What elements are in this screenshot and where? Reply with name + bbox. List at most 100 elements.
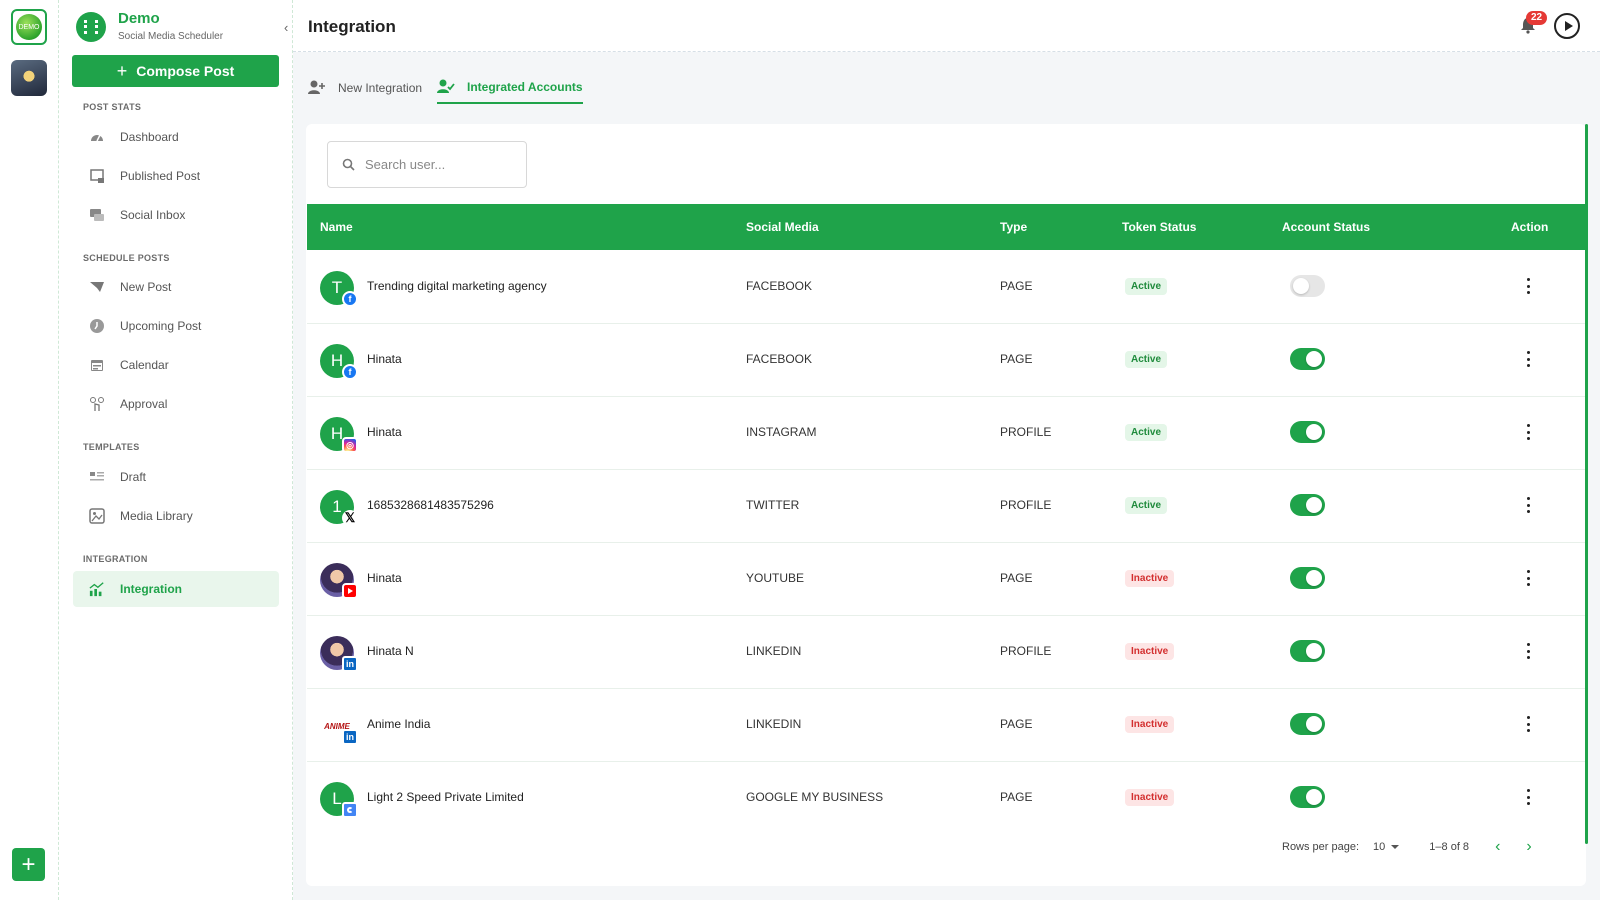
send-icon — [89, 279, 105, 295]
sidebar-item-published-post[interactable]: Published Post — [73, 158, 279, 194]
account-name: Hinata N — [367, 644, 414, 658]
column-account-status[interactable]: Account Status — [1282, 220, 1371, 234]
rows-per-page-label: Rows per page: — [1282, 841, 1360, 853]
tab-new-integration[interactable]: New Integration — [308, 72, 422, 104]
add-user-icon — [308, 79, 326, 97]
column-type[interactable]: Type — [1000, 220, 1028, 234]
sidebar-item-dashboard[interactable]: Dashboard — [73, 119, 279, 155]
collapse-sidebar-icon[interactable]: ‹ — [284, 20, 289, 35]
sidebar-item-label: Upcoming Post — [120, 319, 202, 333]
account-status-toggle[interactable] — [1290, 494, 1325, 516]
pagination: Rows per page: 10 1–8 of 8 ‹ › — [1282, 838, 1532, 856]
workspace-anime-avatar[interactable] — [11, 60, 47, 96]
brand-title: Demo — [118, 10, 160, 27]
more-actions-icon[interactable] — [1523, 641, 1533, 661]
token-status-badge: Inactive — [1125, 643, 1175, 660]
more-actions-icon[interactable] — [1523, 276, 1533, 296]
integration-chart-icon — [89, 581, 105, 597]
page-title: Integration — [308, 17, 396, 36]
sidebar-item-approval[interactable]: Approval — [73, 386, 279, 422]
account-name: 1685328681483575296 — [367, 498, 494, 512]
type-cell: PROFILE — [1000, 425, 1052, 439]
token-status-badge: Inactive — [1125, 716, 1175, 733]
sidebar-item-integration[interactable]: Integration — [73, 571, 279, 607]
account-name: Hinata — [367, 425, 402, 439]
search-input[interactable] — [365, 157, 515, 172]
type-cell: PAGE — [1000, 717, 1033, 731]
sidebar-item-label: Integration — [120, 582, 182, 596]
account-name: Light 2 Speed Private Limited — [367, 790, 524, 804]
linkedin-icon: in — [342, 729, 358, 745]
token-status-badge: Active — [1125, 424, 1168, 441]
x-icon: 𝕏 — [342, 510, 358, 526]
token-status-badge: Active — [1125, 278, 1168, 295]
linkedin-icon: in — [342, 656, 358, 672]
search-icon — [342, 158, 355, 171]
account-status-toggle[interactable] — [1290, 786, 1325, 808]
instagram-icon: ◎ — [342, 437, 358, 453]
sidebar-item-media-library[interactable]: Media Library — [73, 498, 279, 534]
social-media-cell: TWITTER — [746, 498, 800, 512]
sidebar-item-label: Approval — [120, 397, 168, 411]
social-media-cell: INSTAGRAM — [746, 425, 817, 439]
sidebar-item-social-inbox[interactable]: Social Inbox — [73, 197, 279, 233]
play-demo-icon[interactable] — [1554, 13, 1580, 39]
more-actions-icon[interactable] — [1523, 568, 1533, 588]
token-status-badge: Inactive — [1125, 789, 1175, 806]
sidebar-item-draft[interactable]: Draft — [73, 459, 279, 495]
social-media-cell: FACEBOOK — [746, 352, 813, 366]
add-workspace-button[interactable]: + — [12, 848, 45, 881]
column-token-status[interactable]: Token Status — [1122, 220, 1197, 234]
sidebar-item-label: Dashboard — [120, 130, 179, 144]
facebook-icon: f — [342, 364, 358, 380]
workspace-demo-avatar[interactable]: DEMO — [11, 9, 47, 45]
social-media-cell: LINKEDIN — [746, 644, 802, 658]
account-status-toggle[interactable] — [1290, 567, 1325, 589]
sidebar-item-label: Social Inbox — [120, 208, 186, 222]
compose-post-button[interactable]: + Compose Post — [72, 55, 279, 87]
next-page-icon[interactable]: › — [1526, 838, 1532, 855]
more-actions-icon[interactable] — [1523, 787, 1533, 807]
account-status-toggle[interactable] — [1290, 348, 1325, 370]
rows-per-page-select[interactable]: 10 — [1373, 841, 1400, 853]
compose-post-label: Compose Post — [136, 63, 235, 79]
tab-label: New Integration — [338, 81, 423, 95]
type-cell: PROFILE — [1000, 644, 1052, 658]
column-social-media[interactable]: Social Media — [746, 220, 819, 234]
column-action: Action — [1511, 220, 1549, 234]
demo-avatar-label: DEMO — [16, 14, 42, 40]
scrollbar[interactable] — [1585, 124, 1588, 844]
published-post-icon — [89, 168, 105, 184]
account-name: Hinata — [367, 352, 402, 366]
search-box[interactable] — [327, 141, 527, 188]
draft-icon — [89, 469, 105, 485]
sidebar-item-label: Media Library — [120, 509, 193, 523]
more-actions-icon[interactable] — [1523, 422, 1533, 442]
tab-label: Integrated Accounts — [467, 80, 583, 94]
sidebar-item-new-post[interactable]: New Post — [73, 269, 279, 305]
tab-integrated-accounts[interactable]: Integrated Accounts — [437, 72, 583, 104]
table-row: Hinata YOUTUBE PAGE Inactive — [307, 542, 1586, 616]
account-status-toggle[interactable] — [1290, 640, 1325, 662]
table-row: H f Hinata FACEBOOK PAGE Active — [307, 323, 1586, 397]
column-name[interactable]: Name — [320, 220, 353, 234]
previous-page-icon[interactable]: ‹ — [1495, 838, 1501, 855]
account-name: Anime India — [367, 717, 431, 731]
more-actions-icon[interactable] — [1523, 714, 1533, 734]
account-status-toggle[interactable] — [1290, 421, 1325, 443]
sidebar-item-label: Published Post — [120, 169, 201, 183]
sidebar-item-upcoming-post[interactable]: Upcoming Post — [73, 308, 279, 344]
account-status-toggle[interactable] — [1290, 713, 1325, 735]
type-cell: PROFILE — [1000, 498, 1052, 512]
rows-per-page-value: 10 — [1373, 841, 1386, 853]
account-status-toggle[interactable] — [1290, 275, 1325, 297]
user-check-icon — [437, 78, 455, 96]
brand: Demo Social Media Scheduler — [76, 11, 223, 42]
top-header: Integration 22 — [293, 0, 1600, 52]
sidebar-item-calendar[interactable]: Calendar — [73, 347, 279, 383]
more-actions-icon[interactable] — [1523, 495, 1533, 515]
facebook-icon: f — [342, 291, 358, 307]
more-actions-icon[interactable] — [1523, 349, 1533, 369]
chevron-down-icon — [1391, 845, 1400, 849]
sidebar-item-label: Calendar — [120, 358, 169, 372]
